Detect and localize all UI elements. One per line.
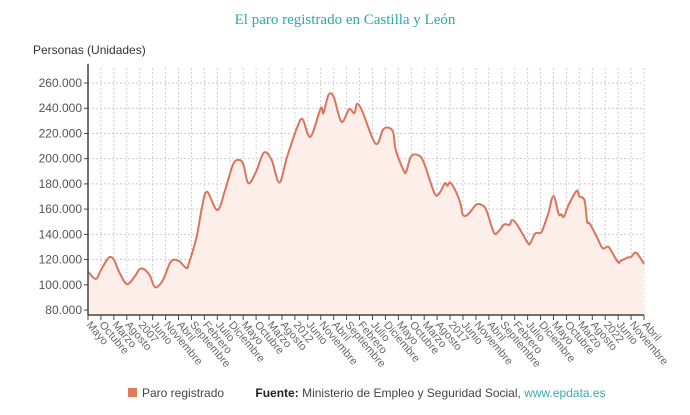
y-tick-label: 120.000	[39, 253, 83, 267]
legend-label: Paro registrado	[142, 386, 225, 400]
y-tick-label: 200.000	[39, 152, 83, 166]
legend: Paro registrado Fuente: Ministerio de Em…	[128, 386, 606, 400]
chart-title: El paro registrado en Castilla y León	[234, 12, 456, 28]
y-tick-label: 160.000	[39, 202, 83, 216]
y-tick-label: 220.000	[39, 126, 83, 140]
source-label: Fuente:	[255, 386, 299, 400]
y-tick-label: 100.000	[39, 278, 83, 292]
source-text: Ministerio de Empleo y Seguridad Social,	[302, 386, 521, 400]
y-tick-label: 140.000	[39, 227, 83, 241]
legend-item-paro[interactable]: Paro registrado	[128, 386, 224, 400]
y-tick-label: 180.000	[39, 177, 83, 191]
y-tick-label: 240.000	[39, 101, 83, 115]
series-area	[88, 93, 644, 316]
y-tick-label: 80.000	[45, 303, 82, 317]
source-link[interactable]: www.epdata.es	[524, 386, 606, 400]
series-line	[87, 92, 645, 289]
legend-swatch	[128, 388, 137, 397]
y-axis-label: Personas (Unidades)	[33, 43, 146, 57]
y-tick-label: 260.000	[39, 76, 83, 90]
